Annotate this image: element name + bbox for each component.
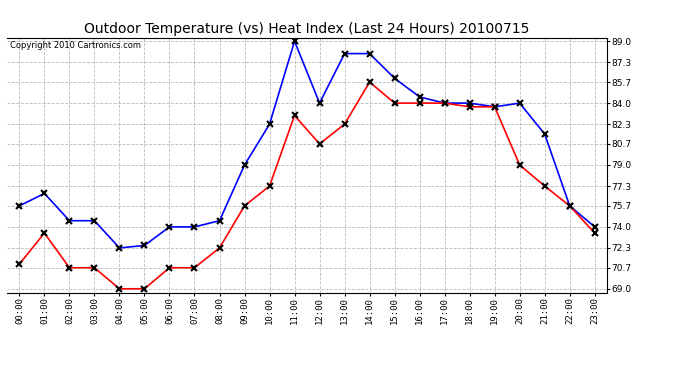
Text: Copyright 2010 Cartronics.com: Copyright 2010 Cartronics.com [10,41,141,50]
Title: Outdoor Temperature (vs) Heat Index (Last 24 Hours) 20100715: Outdoor Temperature (vs) Heat Index (Las… [84,22,530,36]
